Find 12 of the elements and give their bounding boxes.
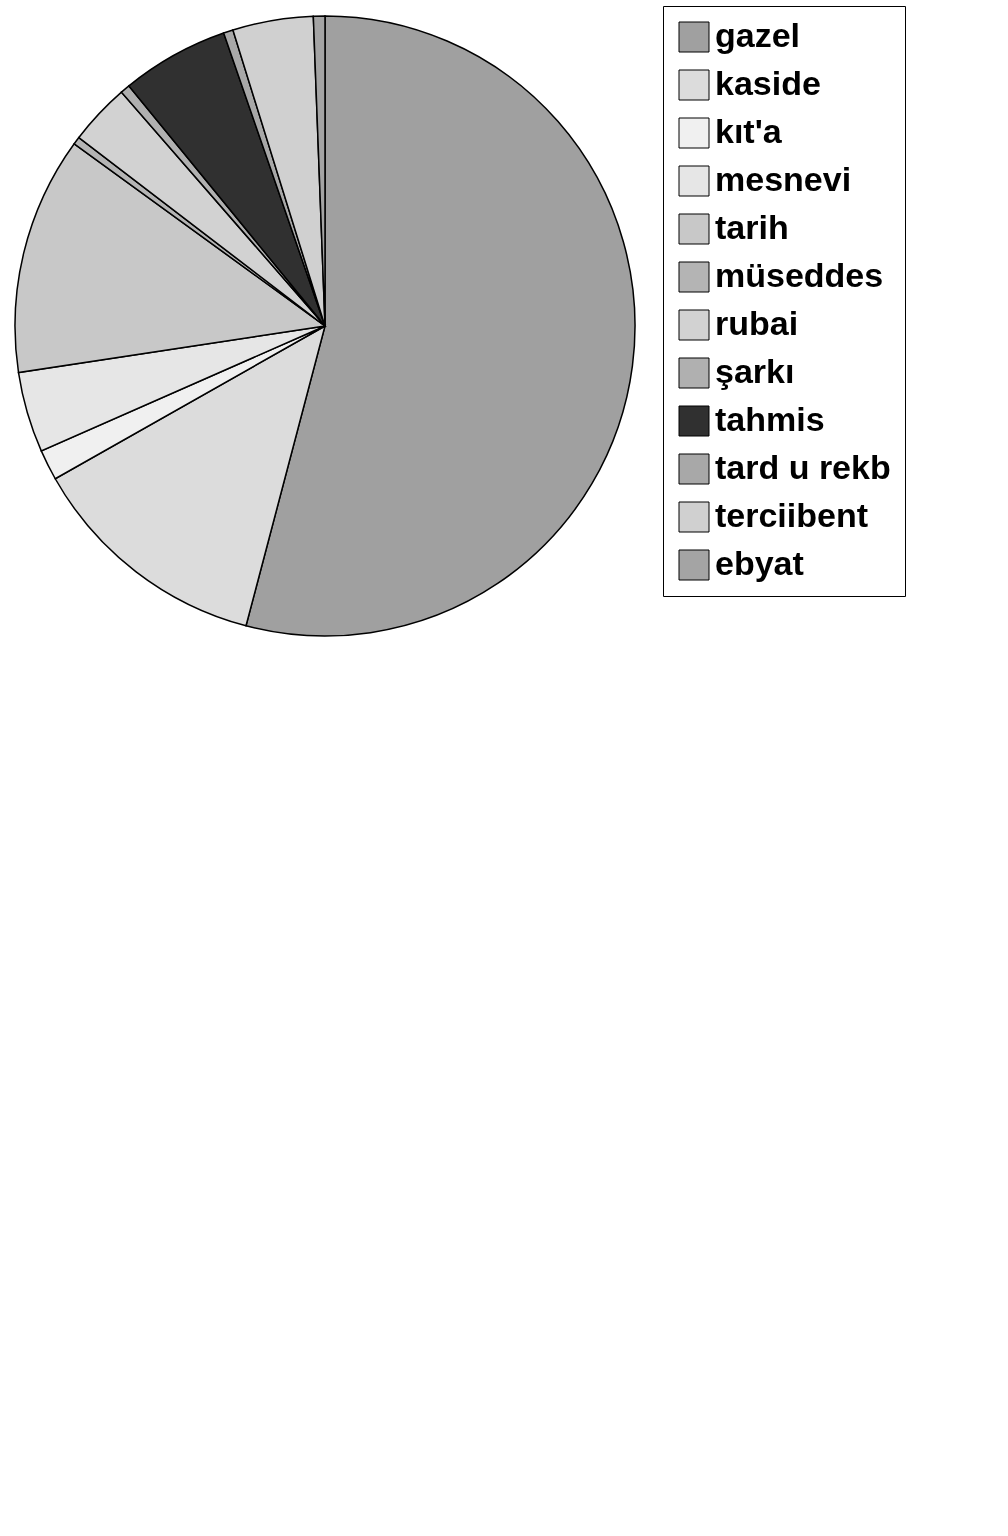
legend-label: tard u rekb <box>715 448 891 486</box>
legend-label: kıt'a <box>715 112 783 150</box>
legend-label: tarih <box>715 208 789 246</box>
legend-label: şarkı <box>715 352 795 390</box>
legend-label: tahmis <box>715 400 825 438</box>
legend-label: mesnevi <box>715 160 852 198</box>
legend-label: rubai <box>715 304 799 342</box>
legend-label: müseddes <box>715 256 884 294</box>
legend-label: gazel <box>715 16 801 54</box>
legend-label: ebyat <box>715 544 804 582</box>
legend-label: kaside <box>715 64 821 102</box>
legend-label: terciibent <box>715 496 869 534</box>
